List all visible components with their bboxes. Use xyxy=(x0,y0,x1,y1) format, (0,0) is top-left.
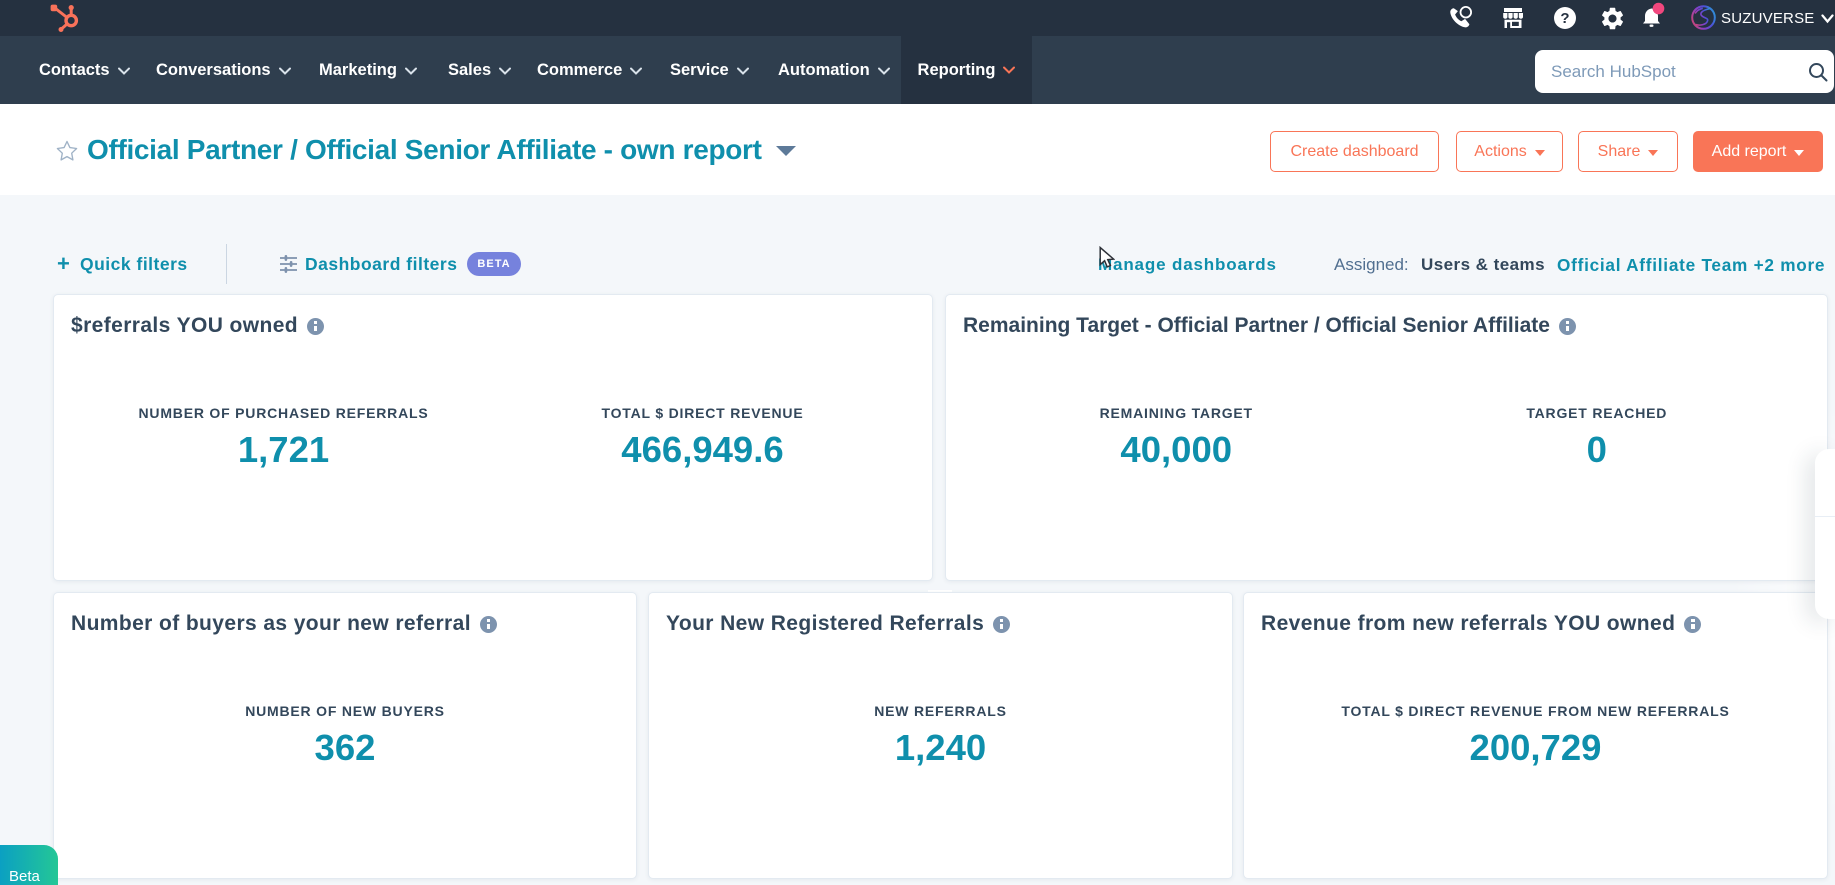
svg-text:?: ? xyxy=(1560,10,1569,27)
